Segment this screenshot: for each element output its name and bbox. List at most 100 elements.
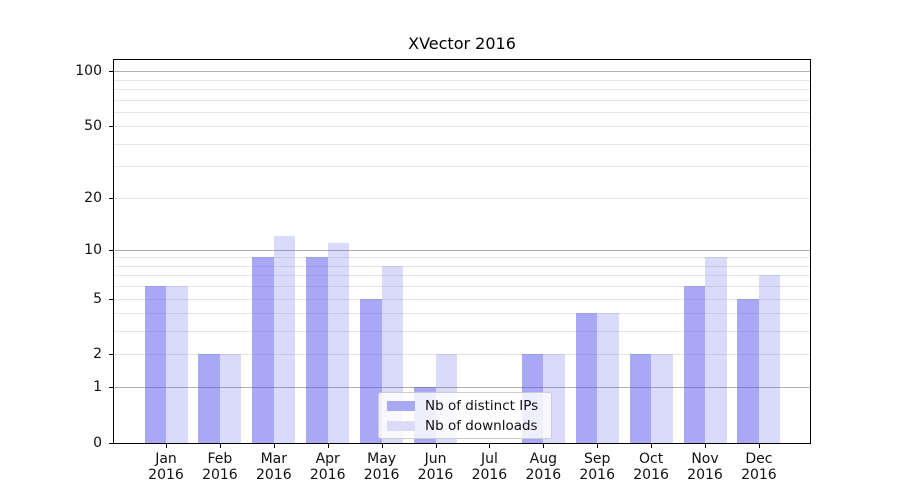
gridline-minor (114, 88, 810, 90)
bar-sep-distinct-ips (575, 313, 598, 443)
x-tick-label: Jun 2016 (404, 451, 468, 483)
x-tick-mark (597, 444, 599, 448)
x-tick-month: Aug (529, 451, 557, 467)
legend-swatch (387, 400, 415, 411)
bar-nov-downloads (705, 257, 727, 443)
x-tick-month: May (367, 451, 397, 467)
y-tick-mark (109, 71, 113, 73)
gridline-minor (114, 197, 810, 199)
legend: Nb of distinct IPs Nb of downloads (378, 392, 552, 439)
y-tick-mark (109, 298, 113, 300)
x-tick-month: Jul (480, 451, 498, 467)
legend-item: Nb of downloads (387, 417, 543, 434)
y-tick-label: 1 (93, 379, 102, 396)
bar-nov-distinct-ips (683, 286, 705, 443)
x-tick-year: 2016 (417, 467, 454, 483)
bar-mar-distinct-ips (252, 257, 274, 443)
gridline-major (114, 71, 810, 73)
x-tick-label: Nov 2016 (673, 451, 737, 483)
x-tick-mark (381, 444, 383, 448)
x-tick-year: 2016 (202, 467, 238, 483)
x-tick-year: 2016 (525, 467, 562, 483)
x-tick-year: 2016 (363, 467, 400, 483)
x-tick-label: Dec 2016 (727, 451, 791, 483)
legend-item: Nb of distinct IPs (387, 397, 543, 414)
x-tick-month: Sep (583, 451, 611, 467)
gridline-minor (114, 265, 810, 267)
y-tick-label: 5 (93, 290, 102, 307)
y-tick-label: 10 (84, 241, 102, 258)
x-tick-year: 2016 (579, 467, 615, 483)
y-tick-label: 100 (75, 63, 102, 80)
gridline-minor (114, 166, 810, 168)
bar-sep-downloads (597, 313, 619, 443)
x-tick-mark (435, 444, 437, 448)
bar-dec-downloads (758, 275, 781, 443)
y-tick-mark (109, 354, 113, 356)
x-tick-mark (273, 444, 275, 448)
x-tick-mark (166, 444, 167, 448)
x-tick-year: 2016 (148, 467, 184, 483)
x-tick-month: Apr (315, 451, 340, 467)
gridline-minor (114, 126, 810, 128)
gridline-minor (114, 275, 810, 277)
gridline-minor (114, 257, 810, 259)
x-tick-year: 2016 (471, 467, 508, 483)
bar-oct-distinct-ips (629, 354, 652, 443)
x-tick-label: Aug 2016 (511, 451, 575, 483)
x-tick-mark (219, 444, 221, 448)
x-tick-year: 2016 (741, 467, 777, 483)
legend-label: Nb of downloads (425, 417, 538, 434)
y-tick-mark (109, 249, 113, 251)
gridline-minor (114, 331, 810, 333)
gridline-major (114, 387, 810, 389)
bar-may-distinct-ips (360, 298, 382, 443)
legend-swatch (387, 420, 415, 431)
bar-feb-distinct-ips (198, 354, 220, 443)
x-tick-year: 2016 (309, 467, 346, 483)
x-tick-mark (705, 444, 706, 448)
y-tick-label: 2 (93, 346, 102, 363)
x-tick-mark (543, 444, 545, 448)
x-tick-label: Apr 2016 (296, 451, 360, 483)
bar-jan-distinct-ips (144, 286, 166, 443)
x-tick-label: Jan 2016 (134, 451, 198, 483)
x-tick-label: May 2016 (350, 451, 414, 483)
y-tick-mark (109, 387, 113, 389)
y-tick-mark (109, 126, 113, 128)
legend-label: Nb of distinct IPs (425, 397, 539, 414)
chart-title: XVector 2016 (408, 34, 516, 53)
x-tick-month: Mar (260, 451, 287, 467)
gridline-major (114, 249, 810, 251)
x-tick-mark (489, 444, 491, 448)
x-tick-month: Jun (424, 451, 447, 467)
bar-feb-downloads (219, 354, 242, 443)
x-tick-month: Jan (155, 451, 177, 467)
x-tick-mark (651, 444, 653, 448)
gridline-minor (114, 286, 810, 288)
gridline-minor (114, 298, 810, 300)
bar-dec-distinct-ips (737, 298, 759, 443)
gridline-minor (114, 111, 810, 113)
x-tick-month: Oct (638, 451, 664, 467)
x-tick-year: 2016 (633, 467, 669, 483)
bar-apr-distinct-ips (306, 257, 328, 443)
bar-oct-downloads (651, 354, 673, 443)
y-tick-label: 0 (93, 435, 102, 451)
x-tick-month: Nov (691, 451, 719, 467)
bar-mar-downloads (273, 236, 296, 443)
x-tick-label: Feb 2016 (188, 451, 252, 483)
x-tick-year: 2016 (255, 467, 292, 483)
x-tick-month: Dec (745, 451, 773, 467)
y-tick-mark (109, 443, 113, 444)
x-tick-label: Mar 2016 (242, 451, 306, 483)
plot-area: Nb of distinct IPs Nb of downloads (113, 59, 811, 444)
x-tick-mark (327, 444, 329, 448)
y-tick-label: 50 (84, 118, 102, 135)
x-tick-year: 2016 (687, 467, 723, 483)
gridline-minor (114, 354, 810, 356)
x-tick-label: Oct 2016 (619, 451, 683, 483)
x-tick-label: Jul 2016 (457, 451, 521, 483)
bar-apr-downloads (327, 242, 350, 443)
